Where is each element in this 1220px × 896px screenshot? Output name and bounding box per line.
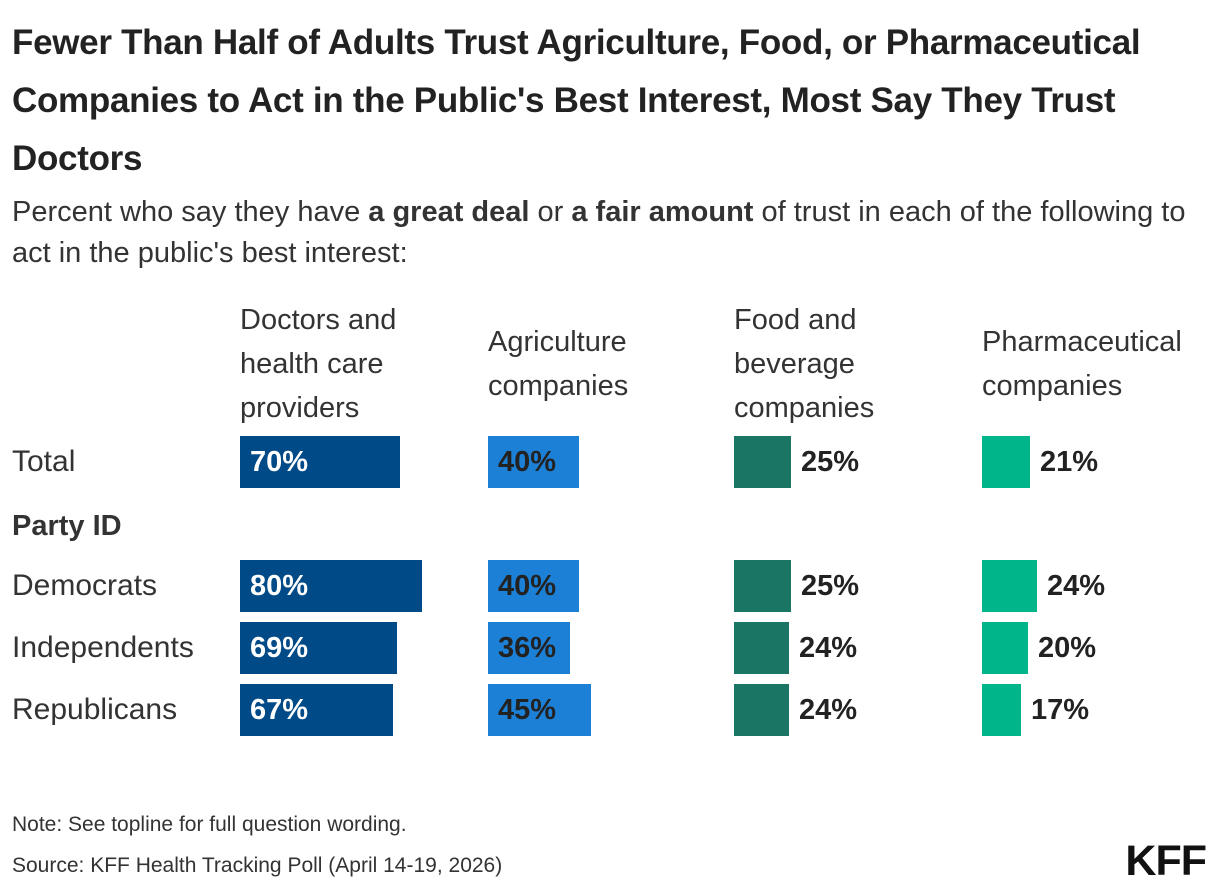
column-header-4: Pharmaceutical companies	[982, 326, 1182, 402]
bar-doctors	[240, 436, 400, 488]
data-label: 24%	[799, 632, 858, 664]
bar-pharma	[982, 560, 1037, 612]
data-label: 67%	[250, 694, 309, 726]
data-label: 25%	[801, 570, 860, 602]
data-label: 69%	[250, 632, 309, 664]
data-label: 70%	[250, 446, 309, 478]
chart-title: Fewer Than Half of Adults Trust Agricult…	[12, 23, 1141, 178]
source-text: Source: KFF Health Tracking Poll (April …	[12, 854, 503, 877]
data-label: 24%	[799, 694, 858, 726]
subtitle-text-2: or	[529, 196, 572, 228]
subtitle-bold-1: a great deal	[368, 196, 530, 228]
column-header-1: Doctors and health care providers	[240, 304, 397, 424]
data-label: 20%	[1038, 632, 1097, 664]
bar-doctors	[240, 560, 422, 612]
subtitle-bold-2: a fair amount	[571, 196, 754, 228]
bar-food	[734, 622, 789, 674]
data-label: 36%	[498, 632, 557, 664]
row-label: Republicans	[12, 693, 178, 726]
bar-doctors	[240, 684, 393, 736]
data-label: 45%	[498, 694, 557, 726]
data-label: 80%	[250, 570, 309, 602]
bar-pharma	[982, 622, 1028, 674]
note-text: Note: See topline for full question word…	[12, 813, 407, 836]
data-label: 21%	[1040, 446, 1099, 478]
row-label: Total	[12, 445, 76, 478]
bar-food	[734, 560, 791, 612]
row-label: Democrats	[12, 569, 158, 602]
bar-agriculture	[488, 684, 591, 736]
row-label: Independents	[12, 631, 194, 664]
bar-pharma	[982, 436, 1030, 488]
group-label: Party ID	[12, 510, 122, 542]
column-header-2: Agriculture companies	[488, 326, 629, 402]
bar-food	[734, 684, 789, 736]
data-label: 40%	[498, 446, 557, 478]
data-label: 24%	[1047, 570, 1106, 602]
bar-pharma	[982, 684, 1021, 736]
bar-food	[734, 436, 791, 488]
column-header-3: Food and beverage companies	[734, 304, 875, 424]
bar-agriculture	[488, 622, 570, 674]
bar-agriculture	[488, 436, 579, 488]
bar-agriculture	[488, 560, 579, 612]
data-label: 25%	[801, 446, 860, 478]
bar-doctors	[240, 622, 397, 674]
chart-subtitle: Percent who say they have a great deal o…	[12, 192, 1202, 274]
subtitle-text-1: Percent who say they have	[12, 196, 369, 228]
data-label: 17%	[1031, 694, 1090, 726]
subtitle-text-3: of trust in each of the following to act…	[12, 196, 1186, 269]
data-label: 40%	[498, 570, 557, 602]
kff-logo: KFF	[1125, 837, 1207, 885]
